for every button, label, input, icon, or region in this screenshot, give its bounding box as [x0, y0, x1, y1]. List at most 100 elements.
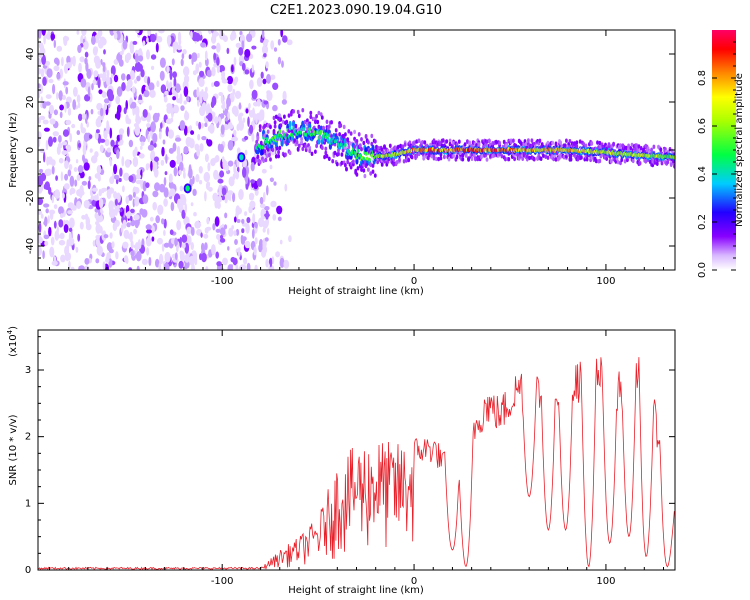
- ridge-halo: [576, 157, 580, 162]
- noise-blob: [224, 212, 228, 219]
- noise-blob: [140, 141, 145, 147]
- noise-blob: [244, 149, 248, 156]
- noise-blob: [201, 242, 205, 252]
- ridge-halo: [314, 149, 317, 154]
- noise-blob: [104, 138, 110, 147]
- ridge-halo: [455, 154, 459, 160]
- noise-blob: [203, 171, 210, 183]
- noise-blob: [162, 139, 166, 145]
- noise-blob: [145, 182, 150, 189]
- ridge-halo: [291, 129, 294, 134]
- noise-blob: [56, 58, 60, 66]
- noise-blob: [199, 105, 206, 117]
- noise-blob: [53, 39, 56, 49]
- ridge-halo: [659, 147, 663, 152]
- snr-ytick-label: 2: [25, 432, 31, 443]
- noise-blob: [238, 189, 244, 200]
- ridge-halo: [421, 140, 424, 145]
- ridge-halo: [525, 154, 529, 159]
- ridge-halo: [538, 138, 542, 143]
- noise-blob: [69, 175, 75, 187]
- noise-blob: [173, 77, 177, 87]
- noise-blob: [195, 32, 201, 42]
- noise-blob: [76, 130, 81, 136]
- noise-blob: [93, 55, 100, 65]
- noise-blob: [181, 209, 186, 219]
- noise-blob: [254, 264, 258, 270]
- noise-blob: [168, 129, 174, 139]
- noise-blob: [148, 105, 152, 111]
- noise-blob: [140, 145, 143, 150]
- noise-blob: [66, 144, 72, 153]
- noise-blob: [282, 90, 287, 102]
- ridge-halo: [356, 166, 360, 171]
- noise-blob: [72, 99, 77, 110]
- noise-blob: [153, 142, 157, 148]
- noise-blob: [179, 250, 183, 256]
- noise-blob: [228, 122, 233, 128]
- ridge-halo: [301, 146, 305, 152]
- noise-blob: [126, 222, 131, 228]
- noise-blob: [38, 175, 44, 186]
- ridge-halo: [310, 151, 314, 156]
- noise-blob: [48, 226, 52, 237]
- noise-blob: [58, 239, 66, 246]
- noise-blob: [43, 33, 46, 45]
- noise-blob: [48, 136, 53, 147]
- noise-blob: [87, 180, 91, 190]
- noise-blob: [211, 66, 216, 77]
- noise-blob: [190, 242, 194, 251]
- ridge-halo: [264, 157, 268, 163]
- noise-blob: [233, 56, 237, 66]
- noise-blob: [103, 49, 106, 55]
- noise-blob: [163, 96, 168, 103]
- ridge-halo: [439, 152, 443, 157]
- noise-blob: [38, 51, 44, 58]
- ridge-halo: [263, 149, 267, 154]
- noise-blob: [208, 123, 215, 134]
- noise-blob: [199, 143, 204, 152]
- noise-blob: [81, 180, 88, 186]
- noise-blob: [164, 251, 171, 263]
- noise-blob: [141, 258, 148, 265]
- noise-blob: [219, 227, 226, 236]
- ridge-halo: [268, 152, 271, 158]
- ridge-halo: [544, 154, 548, 159]
- noise-blob: [60, 171, 64, 182]
- ridge-halo: [357, 132, 361, 137]
- ridge-halo: [354, 168, 358, 174]
- noise-blob: [58, 219, 64, 228]
- ridge-halo: [331, 159, 335, 164]
- ridge-halo: [487, 138, 491, 144]
- noise-blob: [159, 183, 166, 193]
- noise-blob: [130, 47, 134, 54]
- noise-blob: [244, 211, 248, 216]
- noise-blob: [190, 226, 195, 236]
- ridge-halo: [320, 145, 324, 150]
- noise-blob: [198, 121, 202, 130]
- noise-blob: [76, 200, 82, 210]
- noise-blob: [114, 198, 118, 206]
- noise-blob: [61, 56, 64, 67]
- noise-blob: [97, 77, 101, 89]
- noise-blob: [148, 82, 155, 91]
- ridge-halo: [542, 153, 545, 158]
- noise-blob: [181, 53, 185, 60]
- noise-blob: [91, 187, 98, 192]
- noise-blob: [263, 191, 266, 203]
- noise-blob: [124, 54, 128, 63]
- colorbar-ticks: 0.0 0.2 0.4 0.6 0.8: [697, 41, 736, 278]
- noise-blob: [234, 76, 239, 83]
- spectrogram-xtick-label: 0: [411, 276, 417, 287]
- ridge-halo: [360, 147, 363, 152]
- noise-blob: [44, 240, 49, 246]
- isolated-signal-point: [239, 154, 244, 161]
- ridge-halo: [638, 161, 642, 166]
- ridge-halo: [410, 155, 414, 160]
- noise-blob: [234, 216, 237, 223]
- noise-blob: [145, 224, 152, 230]
- noise-blob: [147, 30, 152, 37]
- noise-blob: [56, 145, 61, 155]
- noise-blob: [220, 124, 225, 135]
- noise-blob: [49, 104, 54, 115]
